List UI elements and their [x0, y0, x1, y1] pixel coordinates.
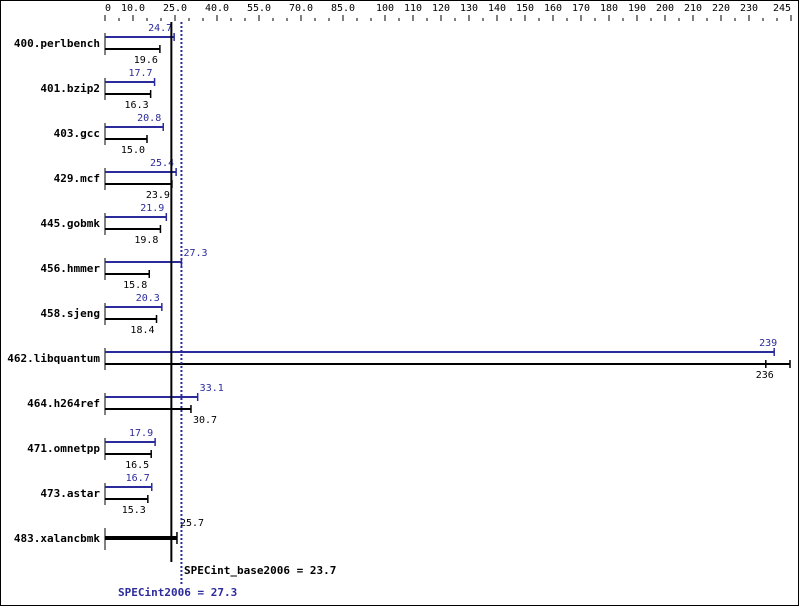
- x-tick-label: 110: [404, 3, 422, 14]
- x-tick-label: 200: [656, 3, 674, 14]
- benchmark-row: 473.astar 16.7 15.3: [40, 473, 153, 516]
- peak-value-label: 27.3: [183, 248, 207, 259]
- benchmark-label: 403.gcc: [54, 127, 100, 140]
- x-tick-label: 0: [105, 3, 111, 14]
- benchmark-label: 401.bzip2: [40, 82, 100, 95]
- x-tick-label: 170: [572, 3, 590, 14]
- x-tick-label: 150: [516, 3, 534, 14]
- benchmark-label: 473.astar: [40, 487, 100, 500]
- x-tick-label: 10.0: [121, 3, 145, 14]
- base-value-label: 16.5: [125, 460, 149, 471]
- benchmark-row: 401.bzip2 17.7 16.3: [40, 68, 156, 111]
- benchmark-label: 464.h264ref: [27, 397, 100, 410]
- base-value-label: 16.3: [125, 100, 149, 111]
- peak-value-label: 17.9: [129, 428, 153, 439]
- peak-value-label: 20.3: [136, 293, 160, 304]
- benchmark-row: 483.xalancbmk 25.7: [14, 518, 204, 550]
- x-tick-label: 120: [432, 3, 450, 14]
- benchmark-row: 400.perlbench 24.7 19.6: [14, 23, 175, 66]
- x-tick-label: 130: [460, 3, 478, 14]
- x-tick-label: 180: [600, 3, 618, 14]
- benchmark-row: 458.sjeng 20.3 18.4: [40, 293, 163, 336]
- peak-value-label: 239: [759, 338, 777, 349]
- benchmark-row: 445.gobmk 21.9 19.8: [40, 203, 168, 246]
- x-tick-label: 40.0: [205, 3, 229, 14]
- benchmark-row: 456.hmmer 27.3 15.8: [40, 248, 207, 291]
- base-value-label: 30.7: [193, 415, 217, 426]
- benchmark-label: 458.sjeng: [40, 307, 100, 320]
- peak-value-label: 20.8: [137, 113, 161, 124]
- base-value-label: 25.7: [180, 518, 204, 529]
- benchmark-row: 471.omnetpp 17.9 16.5: [27, 428, 156, 471]
- benchmark-row: 464.h264ref 33.1 30.7: [27, 383, 224, 426]
- x-tick-label: 55.0: [247, 3, 271, 14]
- peak-value-label: 24.7: [148, 23, 172, 34]
- base-value-label: 15.3: [122, 505, 146, 516]
- benchmark-label: 456.hmmer: [40, 262, 100, 275]
- x-tick-label: 70.0: [289, 3, 313, 14]
- peak-value-label: 17.7: [128, 68, 152, 79]
- reference-lines: [170, 22, 183, 584]
- spec-peak-summary: SPECint2006 = 27.3: [118, 586, 237, 599]
- benchmark-label: 445.gobmk: [40, 217, 100, 230]
- base-value-label: 236: [756, 370, 774, 381]
- peak-value-label: 33.1: [200, 383, 224, 394]
- x-tick-label: 220: [712, 3, 730, 14]
- benchmark-row: 462.libquantum 239 236: [7, 338, 791, 381]
- bars: 400.perlbench24.719.6401.bzip217.716.340…: [7, 23, 791, 550]
- base-value-label: 15.0: [121, 145, 145, 156]
- benchmark-label: 400.perlbench: [14, 37, 100, 50]
- benchmark-label: 471.omnetpp: [27, 442, 100, 455]
- benchmark-label: 429.mcf: [54, 172, 100, 185]
- base-value-label: 18.4: [130, 325, 154, 336]
- benchmark-row: 403.gcc 20.8 15.0: [54, 113, 164, 156]
- x-tick-label: 100: [376, 3, 394, 14]
- x-tick-label: 25.0: [163, 3, 187, 14]
- x-tick-label: 160: [544, 3, 562, 14]
- x-tick-label: 245: [773, 3, 791, 14]
- benchmark-label: 462.libquantum: [7, 352, 100, 365]
- peak-value-label: 25.4: [150, 158, 174, 169]
- x-tick-label: 140: [488, 3, 506, 14]
- base-value-label: 19.6: [134, 55, 158, 66]
- benchmark-label: 483.xalancbmk: [14, 532, 100, 545]
- x-tick-label: 210: [684, 3, 702, 14]
- base-value-label: 19.8: [134, 235, 158, 246]
- x-tick-label: 85.0: [331, 3, 355, 14]
- peak-value-label: 21.9: [140, 203, 164, 214]
- x-tick-label: 190: [628, 3, 646, 14]
- x-tick-label: 230: [740, 3, 758, 14]
- spec-base-summary: SPECint_base2006 = 23.7: [184, 564, 336, 577]
- peak-value-label: 16.7: [126, 473, 150, 484]
- benchmark-row: 429.mcf 25.4 23.9: [54, 158, 177, 201]
- base-value-label: 23.9: [146, 190, 170, 201]
- x-axis: 0 10.0 25.0 40.0 55.0 70.0 85.0 100 110 120 130 140…: [104, 3, 792, 21]
- base-value-label: 15.8: [123, 280, 147, 291]
